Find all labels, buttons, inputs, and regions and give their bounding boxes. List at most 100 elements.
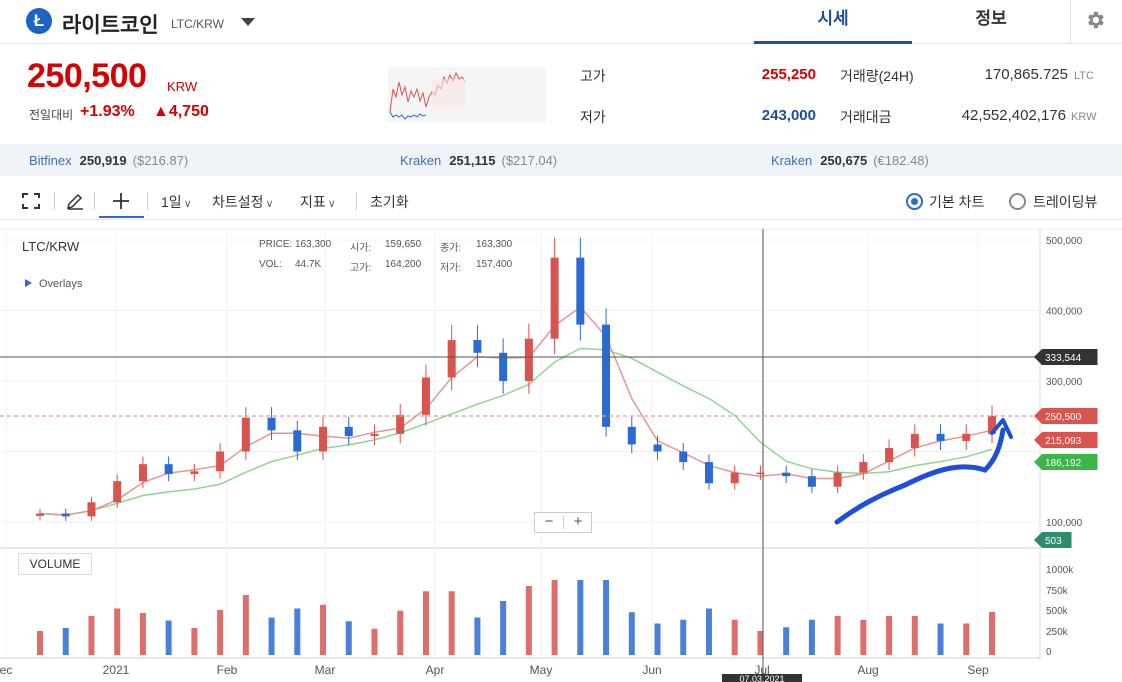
tab-sise[interactable]: 시세 — [754, 0, 912, 44]
indicators-dropdown[interactable]: 지표∨ — [300, 192, 336, 212]
price-marker-label: 250,500 — [1045, 412, 1082, 423]
candle-body — [473, 340, 481, 353]
volume-bar — [191, 628, 197, 655]
x-tick-label: Mar — [315, 663, 336, 677]
chart-settings-dropdown[interactable]: 차트설정∨ — [212, 192, 274, 212]
x-tick-label: Apr — [426, 663, 445, 677]
y-tick-label: 100,000 — [1046, 518, 1083, 529]
gear-icon[interactable] — [1084, 9, 1106, 31]
volume-bar — [603, 580, 609, 655]
volume-bar — [577, 580, 583, 655]
candle-body — [962, 434, 970, 441]
change-percent: +1.93% — [80, 103, 135, 121]
exchange-price-sub: ($217.04) — [501, 153, 557, 168]
volume-bar — [269, 618, 275, 656]
price-marker-label: 215,093 — [1045, 436, 1082, 447]
coin-select-chevron-down-icon[interactable] — [241, 18, 255, 26]
reset-button[interactable]: 초기화 — [370, 192, 409, 212]
basic-chart-label[interactable]: 기본 차트 — [929, 192, 984, 212]
chart-settings-label: 차트설정 — [212, 194, 264, 210]
indicators-label: 지표 — [300, 194, 326, 210]
divider — [1070, 0, 1071, 44]
exchange-item[interactable]: Kraken251,115($217.04) — [400, 153, 557, 168]
price-marker-label: 503 — [1045, 536, 1062, 547]
zoom-out-button[interactable]: − — [535, 513, 563, 532]
y-tick-label: 500,000 — [1046, 236, 1083, 247]
low-value: 243,000 — [720, 107, 816, 124]
volume-tick-label: 1000k — [1046, 565, 1074, 576]
candle-body — [242, 418, 250, 452]
crosshair-plus-icon[interactable] — [112, 192, 130, 210]
x-tick-label: Sep — [967, 663, 989, 677]
chevron-down-icon: ∨ — [184, 198, 192, 210]
volume-tick-label: 250k — [1046, 627, 1069, 638]
y-tick-label: 400,000 — [1046, 307, 1083, 318]
tradingview-radio[interactable] — [1009, 193, 1026, 210]
fullscreen-icon[interactable] — [22, 193, 40, 209]
high-label: 고가 — [580, 66, 606, 86]
x-tick-label: ec — [0, 663, 12, 677]
overlays-toggle[interactable]: Overlays — [25, 278, 82, 290]
volume-bar — [629, 612, 635, 655]
price-chart[interactable]: 500,000400,000300,000100,000ec2021FebMar… — [0, 221, 1122, 682]
candle-body — [808, 476, 816, 487]
volume-bar — [809, 620, 815, 655]
exchange-item[interactable]: Kraken250,675(€182.48) — [771, 153, 929, 168]
volume-bar — [989, 612, 995, 655]
volume-bar — [963, 624, 969, 656]
volume-tick-label: 750k — [1046, 586, 1069, 597]
volume-tick-label: 500k — [1046, 606, 1069, 617]
candle-body — [319, 427, 327, 452]
divider — [356, 192, 357, 210]
exchange-name: Kraken — [771, 153, 812, 168]
candle-body — [885, 448, 893, 462]
candle-body — [36, 514, 44, 516]
exchange-price-sub: ($216.87) — [133, 153, 189, 168]
volume-bar — [706, 609, 712, 656]
volume-bar — [783, 627, 789, 655]
volume-bar — [346, 621, 352, 655]
x-tick-label: Feb — [217, 663, 238, 677]
volume-bar — [886, 616, 892, 655]
volume-bar — [938, 624, 944, 656]
x-tick-label: Jun — [642, 663, 661, 677]
candle-body — [576, 258, 584, 325]
play-triangle-icon — [25, 279, 32, 287]
low-label: 저가 — [580, 107, 606, 127]
volume-bar — [217, 610, 223, 655]
volume-bar — [37, 631, 43, 655]
pencil-icon[interactable] — [66, 192, 84, 210]
amount-value: 42,552,402,176 — [930, 107, 1066, 124]
candle-body — [859, 462, 867, 473]
zoom-in-button[interactable]: + — [564, 513, 592, 532]
volume-bar — [423, 591, 429, 655]
exchange-price: 251,115 — [449, 153, 495, 168]
exchange-price: 250,919 — [80, 153, 127, 168]
change-label: 전일대비 — [29, 106, 73, 123]
candle-body — [370, 434, 378, 436]
candle-body — [602, 325, 610, 427]
ohlc-open: 159,650 — [385, 239, 421, 250]
volume-bar — [449, 591, 455, 655]
ohlc-vol-label: VOL: — [259, 259, 282, 270]
tradingview-label[interactable]: 트레이딩뷰 — [1033, 192, 1097, 212]
volume-tick-label: 0 — [1046, 647, 1052, 658]
volume-bar — [552, 580, 558, 655]
short-moving-average-line — [40, 307, 992, 515]
divider — [94, 192, 95, 210]
volume-bar — [320, 605, 326, 655]
y-tick-label: 300,000 — [1046, 377, 1083, 388]
ohlc-high: 164,200 — [385, 259, 421, 270]
candle-body — [834, 473, 842, 487]
exchange-item[interactable]: Bitfinex250,919($216.87) — [29, 153, 188, 168]
basic-chart-radio[interactable] — [906, 193, 923, 210]
interval-dropdown[interactable]: 1일∨ — [161, 192, 192, 212]
candle-body — [87, 502, 95, 516]
active-tool-indicator — [99, 216, 144, 218]
tab-info[interactable]: 정보 — [912, 0, 1070, 44]
exchange-price-sub: (€182.48) — [873, 153, 929, 168]
volume-bar — [732, 620, 738, 655]
price-unit: KRW — [167, 79, 197, 94]
volume-bar — [655, 624, 661, 656]
chevron-down-icon: ∨ — [328, 198, 336, 210]
